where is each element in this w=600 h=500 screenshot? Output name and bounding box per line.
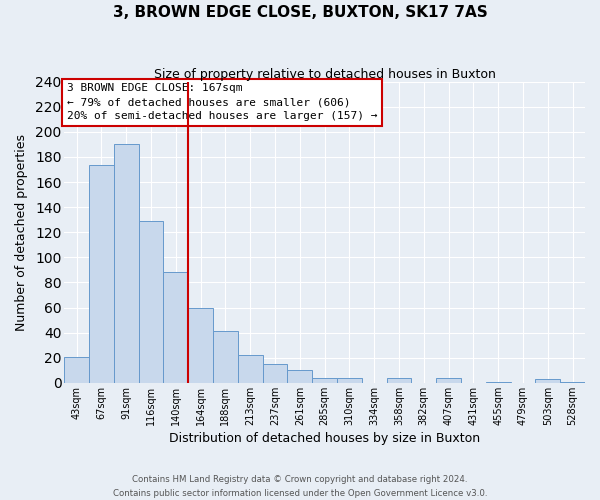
Bar: [287, 370, 312, 383]
Text: 3, BROWN EDGE CLOSE, BUXTON, SK17 7AS: 3, BROWN EDGE CLOSE, BUXTON, SK17 7AS: [113, 5, 487, 20]
Bar: [486, 382, 511, 383]
Bar: [64, 356, 89, 383]
Text: 3 BROWN EDGE CLOSE: 167sqm
← 79% of detached houses are smaller (606)
20% of sem: 3 BROWN EDGE CLOSE: 167sqm ← 79% of deta…: [67, 83, 377, 121]
Bar: [312, 378, 337, 383]
Text: Contains HM Land Registry data © Crown copyright and database right 2024.
Contai: Contains HM Land Registry data © Crown c…: [113, 476, 487, 498]
Title: Size of property relative to detached houses in Buxton: Size of property relative to detached ho…: [154, 68, 496, 80]
Bar: [386, 378, 412, 383]
Bar: [263, 364, 287, 383]
Bar: [213, 332, 238, 383]
Bar: [163, 272, 188, 383]
Bar: [337, 378, 362, 383]
Bar: [535, 379, 560, 383]
Bar: [89, 164, 114, 383]
Bar: [238, 356, 263, 383]
Bar: [436, 378, 461, 383]
Bar: [188, 308, 213, 383]
Y-axis label: Number of detached properties: Number of detached properties: [15, 134, 28, 331]
Bar: [560, 382, 585, 383]
Bar: [139, 221, 163, 383]
X-axis label: Distribution of detached houses by size in Buxton: Distribution of detached houses by size …: [169, 432, 480, 445]
Bar: [114, 144, 139, 383]
